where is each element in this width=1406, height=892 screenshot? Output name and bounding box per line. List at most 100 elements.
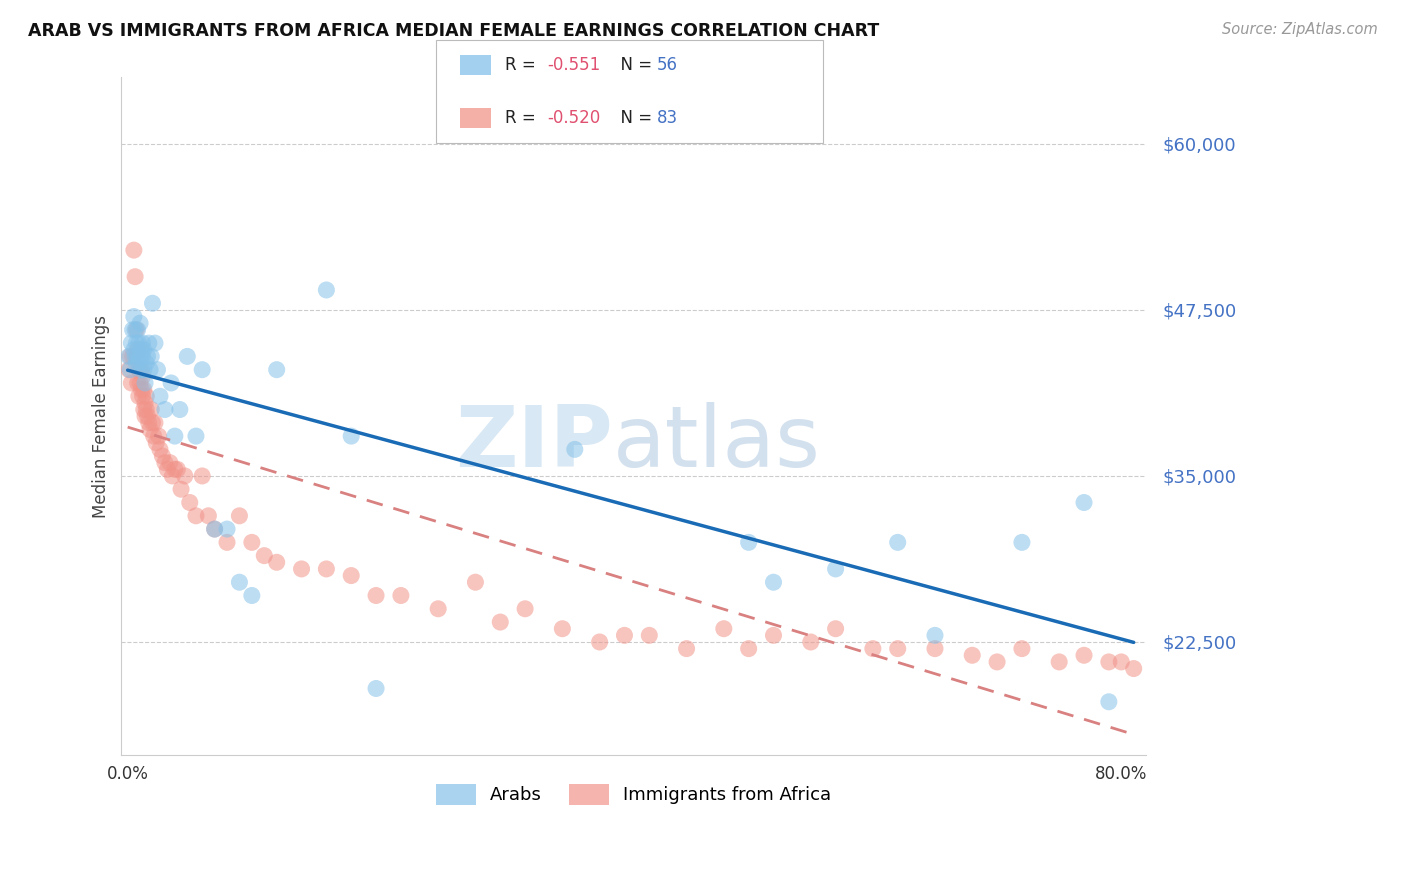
Point (125, 350, 148, 364)
Point (169, 402, 191, 417)
Point (125, 336, 148, 351)
Point (131, 362, 153, 376)
Point (737, 535, 759, 549)
Point (118, 362, 141, 376)
Point (153, 402, 176, 417)
Point (513, 601, 536, 615)
Point (143, 416, 166, 430)
Point (135, 356, 157, 370)
Point (148, 429, 170, 443)
Point (138, 416, 160, 430)
Point (124, 323, 146, 337)
Point (132, 402, 155, 417)
Point (464, 575, 486, 590)
Text: R =: R = (505, 56, 541, 74)
Point (159, 456, 181, 470)
Text: ARAB VS IMMIGRANTS FROM AFRICA MEDIAN FEMALE EARNINGS CORRELATION CHART: ARAB VS IMMIGRANTS FROM AFRICA MEDIAN FE… (28, 22, 879, 40)
Point (1098, 655, 1121, 669)
Point (427, 601, 450, 615)
Point (163, 462, 186, 476)
Point (170, 482, 193, 496)
Point (143, 336, 166, 351)
Point (228, 575, 250, 590)
Point (166, 462, 188, 476)
Point (253, 549, 276, 563)
Point (118, 350, 141, 364)
Point (204, 522, 226, 536)
Point (131, 362, 153, 376)
Point (240, 535, 263, 549)
Point (886, 535, 908, 549)
Point (146, 362, 169, 376)
Point (138, 336, 160, 351)
Point (862, 641, 884, 656)
Point (141, 350, 163, 364)
Point (141, 402, 163, 417)
Point (191, 469, 214, 483)
Text: 56: 56 (657, 56, 678, 74)
Point (290, 562, 312, 576)
Point (149, 389, 172, 403)
Point (389, 589, 412, 603)
Text: R =: R = (505, 109, 541, 127)
Point (139, 362, 162, 376)
Point (179, 495, 201, 509)
Point (127, 343, 149, 357)
Point (176, 350, 198, 364)
Point (173, 469, 195, 483)
Point (1098, 695, 1121, 709)
Point (128, 362, 150, 376)
Point (120, 362, 142, 376)
Point (122, 310, 145, 324)
Point (1073, 648, 1095, 663)
Point (1047, 655, 1070, 669)
Point (489, 615, 512, 629)
Point (131, 389, 153, 403)
Point (132, 343, 155, 357)
Point (127, 323, 149, 337)
Point (191, 362, 214, 376)
Point (364, 589, 387, 603)
Point (204, 522, 226, 536)
Point (132, 383, 155, 397)
Legend: Arabs, Immigrants from Africa: Arabs, Immigrants from Africa (427, 775, 841, 814)
Point (153, 456, 176, 470)
Point (134, 376, 156, 390)
Point (141, 296, 163, 310)
Point (129, 316, 152, 330)
Point (131, 369, 153, 384)
Point (127, 376, 149, 390)
Point (131, 383, 153, 397)
Text: Source: ZipAtlas.com: Source: ZipAtlas.com (1222, 22, 1378, 37)
Point (139, 422, 162, 436)
Point (364, 681, 387, 696)
Point (129, 343, 152, 357)
Point (762, 628, 785, 642)
Point (1073, 495, 1095, 509)
Point (124, 350, 146, 364)
Point (132, 362, 155, 376)
Point (120, 376, 142, 390)
Point (120, 350, 142, 364)
Point (127, 350, 149, 364)
Point (613, 628, 636, 642)
Point (924, 641, 946, 656)
Point (197, 508, 219, 523)
Point (141, 416, 163, 430)
Point (340, 429, 363, 443)
Point (131, 336, 153, 351)
Point (551, 622, 574, 636)
Point (824, 562, 846, 576)
Text: N =: N = (610, 109, 658, 127)
Point (156, 462, 179, 476)
Point (886, 641, 908, 656)
Point (125, 323, 148, 337)
Text: ZIP: ZIP (456, 401, 613, 484)
Point (129, 350, 152, 364)
Point (122, 243, 145, 257)
Y-axis label: Median Female Earnings: Median Female Earnings (93, 315, 110, 517)
Point (924, 628, 946, 642)
Point (960, 648, 983, 663)
Point (152, 449, 174, 463)
Point (131, 343, 153, 357)
